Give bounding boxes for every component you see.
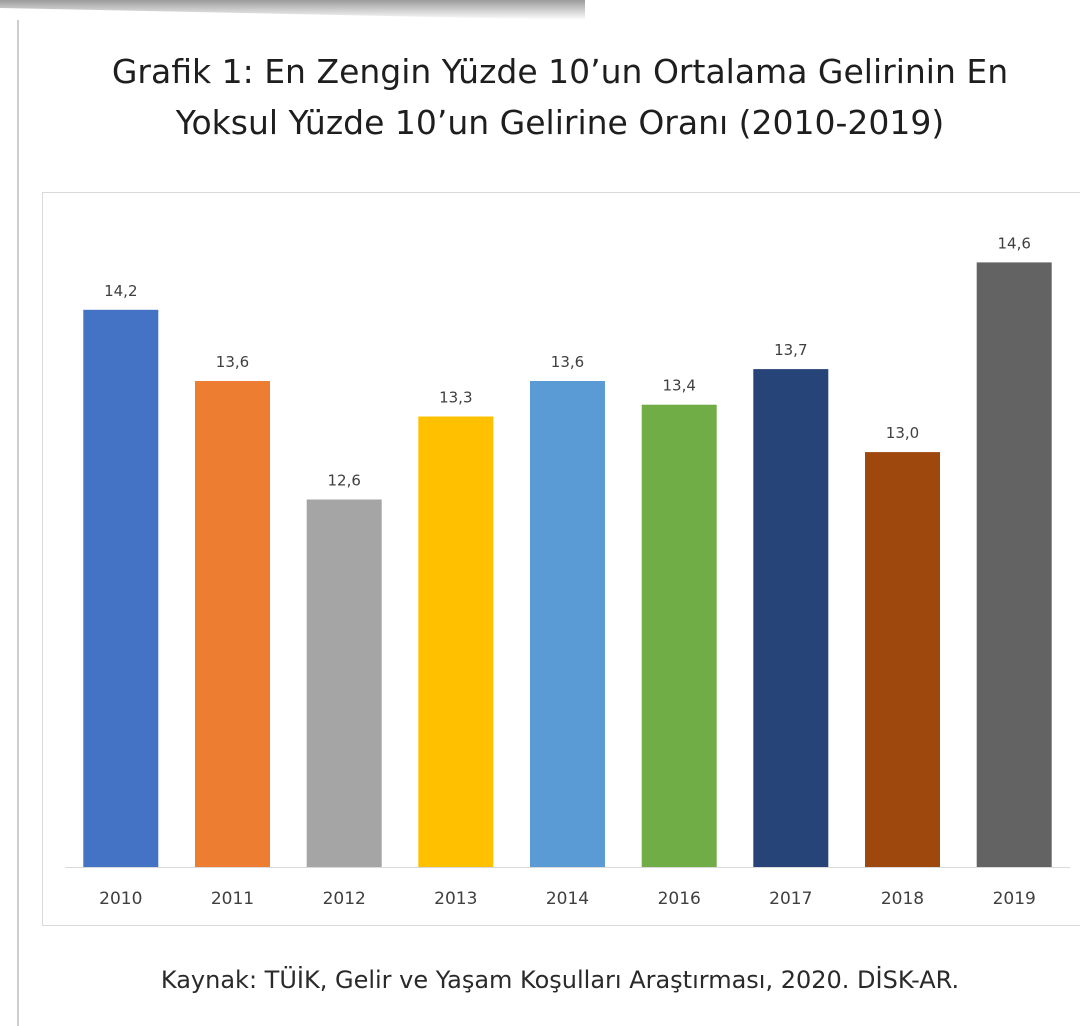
left-border-rule	[17, 20, 19, 1026]
x-tick-label-2016: 2016	[658, 889, 701, 909]
source-note: Kaynak: TÜİK, Gelir ve Yaşam Koşulları A…	[160, 966, 960, 994]
chart-title: Grafik 1: En Zengin Yüzde 10’un Ortalama…	[40, 46, 1080, 148]
x-tick-label-2013: 2013	[434, 889, 477, 909]
bar-value-label-2012: 12,6	[327, 472, 360, 490]
bar-2010	[83, 309, 159, 867]
x-tick-label-2017: 2017	[769, 889, 812, 909]
bar-value-label-2018: 13,0	[886, 424, 919, 442]
x-tick-label-2010: 2010	[99, 889, 142, 909]
chart-frame: 14,2 2010 13,6 2011 12,6 2012 13,3 2013 13,6 2014…	[42, 192, 1080, 926]
bar-value-label-2010: 14,2	[104, 282, 137, 300]
bar-2017	[753, 369, 829, 867]
bar-value-label-2016: 13,4	[662, 377, 695, 395]
chart-title-line-1: Grafik 1: En Zengin Yüzde 10’un Ortalama…	[111, 52, 1009, 91]
bar-value-label-2019: 14,6	[997, 234, 1030, 252]
x-tick-label-2019: 2019	[993, 889, 1036, 909]
bar-2014	[530, 381, 605, 867]
bar-2011	[195, 381, 270, 867]
bar-2018	[865, 452, 940, 867]
bar-2013	[418, 416, 494, 867]
bar-value-label-2013: 13,3	[439, 389, 472, 407]
bar-value-label-2011: 13,6	[216, 353, 249, 371]
x-tick-label-2018: 2018	[881, 889, 924, 909]
x-tick-label-2012: 2012	[323, 889, 366, 909]
bar-chart: 14,2 2010 13,6 2011 12,6 2012 13,3 2013 13,6 2014…	[65, 234, 1070, 909]
bar-2012	[306, 499, 382, 867]
x-tick-label-2011: 2011	[211, 889, 254, 909]
top-shadow-decoration	[0, 0, 585, 20]
bar-2019	[976, 262, 1052, 867]
bar-value-label-2014: 13,6	[551, 353, 584, 371]
chart-title-line-2: Yoksul Yüzde 10’un Gelirine Oranı (2010-…	[175, 103, 945, 142]
bar-2016	[641, 404, 717, 867]
x-tick-label-2014: 2014	[546, 889, 589, 909]
bar-value-label-2017: 13,7	[774, 341, 807, 359]
